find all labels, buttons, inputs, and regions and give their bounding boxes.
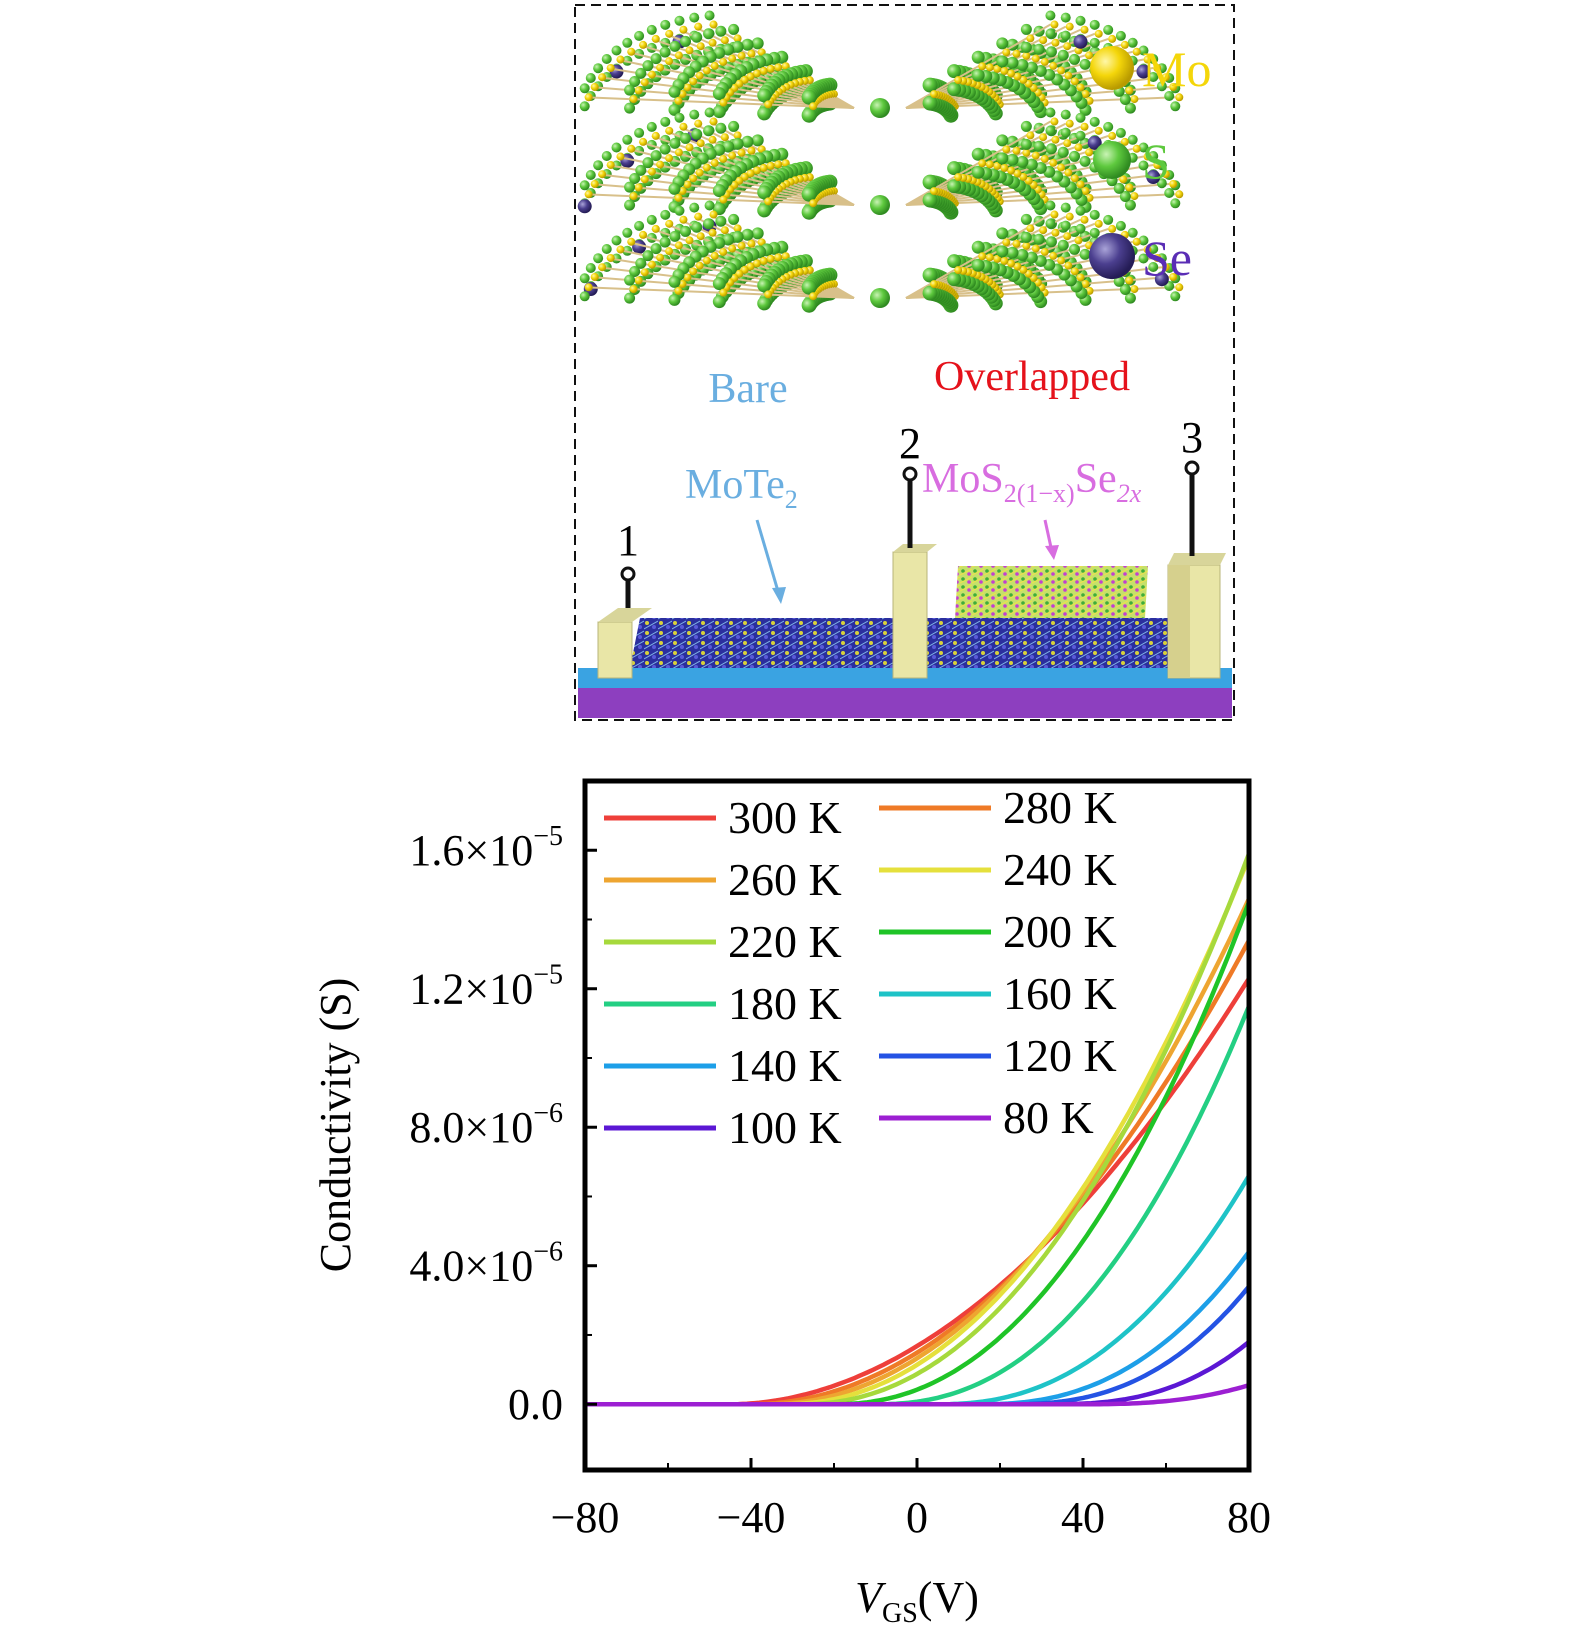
legend-item: 80 K xyxy=(879,1092,1094,1143)
legend-label: 200 K xyxy=(1003,906,1117,957)
schematic-panel: Mo S Se Bare Overlapped MoTe2 MoS2(1−x)S… xyxy=(574,4,1235,721)
s-label: S xyxy=(1142,133,1170,189)
legend-item: 200 K xyxy=(879,906,1117,957)
electrode-1 xyxy=(597,566,652,679)
x-axis-title: VGS(V) xyxy=(855,1573,979,1629)
legend-label: 100 K xyxy=(728,1102,842,1153)
legend-label: 220 K xyxy=(728,916,842,967)
mos2se-flake xyxy=(955,566,1148,618)
schematic-frame xyxy=(574,4,1235,721)
mote2-arrow-head xyxy=(772,587,786,604)
series-line-80k xyxy=(585,1383,1250,1407)
mos2se-arrow-head xyxy=(1045,545,1059,560)
legend: 300 K 280 K 260 K 240 K 220 K 200 K 180 K 160 K… xyxy=(604,782,1117,1153)
y-axis-title: Conductivity (S) xyxy=(311,978,360,1273)
legend-label: 140 K xyxy=(728,1040,842,1091)
series-line-200k xyxy=(585,901,1252,1407)
series-line-300k xyxy=(585,977,1251,1407)
electrode-3-label: 3 xyxy=(1181,413,1203,462)
series-line-280k xyxy=(585,939,1251,1407)
legend-item: 220 K xyxy=(604,916,842,967)
legend-label: 160 K xyxy=(1003,968,1117,1019)
legend-item: 180 K xyxy=(604,978,842,1029)
y-tick-label: 1.6×10−5 xyxy=(409,821,563,875)
s-atom-icon xyxy=(1093,141,1131,179)
y-tick-label: 4.0×10−6 xyxy=(409,1237,563,1291)
legend-item: 100 K xyxy=(604,1102,842,1153)
legend-item: 300 K xyxy=(604,792,842,843)
legend-label: 280 K xyxy=(1003,782,1117,833)
x-tick-label: 80 xyxy=(1227,1493,1271,1542)
crystal-layer xyxy=(579,10,1184,123)
y-tick-label: 1.2×10−5 xyxy=(409,960,563,1014)
mo-atom-icon xyxy=(1090,46,1134,90)
series-line-140k xyxy=(585,1250,1251,1407)
legend-label: 240 K xyxy=(1003,844,1117,895)
legend-item: 280 K xyxy=(879,782,1117,833)
legend-item: 260 K xyxy=(604,854,842,905)
crystal-structure xyxy=(577,10,1184,313)
mote2-label: MoTe2 xyxy=(685,462,798,514)
y-tick-label: 0.0 xyxy=(508,1380,563,1429)
legend-label: 180 K xyxy=(728,978,842,1029)
electrode-3 xyxy=(1167,460,1226,679)
x-tick-label: 0 xyxy=(906,1493,928,1542)
x-tick-label: −80 xyxy=(551,1493,620,1542)
atom-legend: Mo S Se xyxy=(1089,41,1211,286)
legend-item: 140 K xyxy=(604,1040,842,1091)
substrate-silicon xyxy=(578,688,1232,718)
x-tick-label: 40 xyxy=(1061,1493,1105,1542)
electrode-1-label: 1 xyxy=(617,516,639,565)
legend-label: 300 K xyxy=(728,792,842,843)
legend-item: 240 K xyxy=(879,844,1117,895)
plot-series xyxy=(585,852,1252,1407)
series-line-260k xyxy=(585,897,1252,1407)
bare-region-label: Bare xyxy=(708,366,787,412)
mote2-arrow xyxy=(755,519,782,599)
electrode-2-label: 2 xyxy=(899,419,921,468)
legend-item: 160 K xyxy=(879,968,1117,1019)
axis-ticks: −80 −40 0 40 80 0.0 4.0×10−6 8.0×10−6 1.2×10−5 1.… xyxy=(409,780,1271,1542)
legend-label: 260 K xyxy=(728,854,842,905)
conductivity-chart: −80 −40 0 40 80 0.0 4.0×10−6 8.0×10−6 1.2×10−5 1.… xyxy=(311,778,1271,1629)
crystal-layer xyxy=(577,107,1184,220)
legend-item: 120 K xyxy=(879,1030,1117,1081)
electrode-2 xyxy=(892,466,937,679)
y-tick-label: 8.0×10−6 xyxy=(409,1098,563,1152)
legend-label: 120 K xyxy=(1003,1030,1117,1081)
legend-label: 80 K xyxy=(1003,1092,1094,1143)
se-atom-icon xyxy=(1089,233,1135,279)
se-label: Se xyxy=(1142,230,1192,286)
mo-label: Mo xyxy=(1142,41,1211,97)
mos2se-label: MoS2(1−x)Se2x xyxy=(922,456,1142,508)
x-tick-label: −40 xyxy=(717,1493,786,1542)
overlapped-region-label: Overlapped xyxy=(934,354,1130,400)
